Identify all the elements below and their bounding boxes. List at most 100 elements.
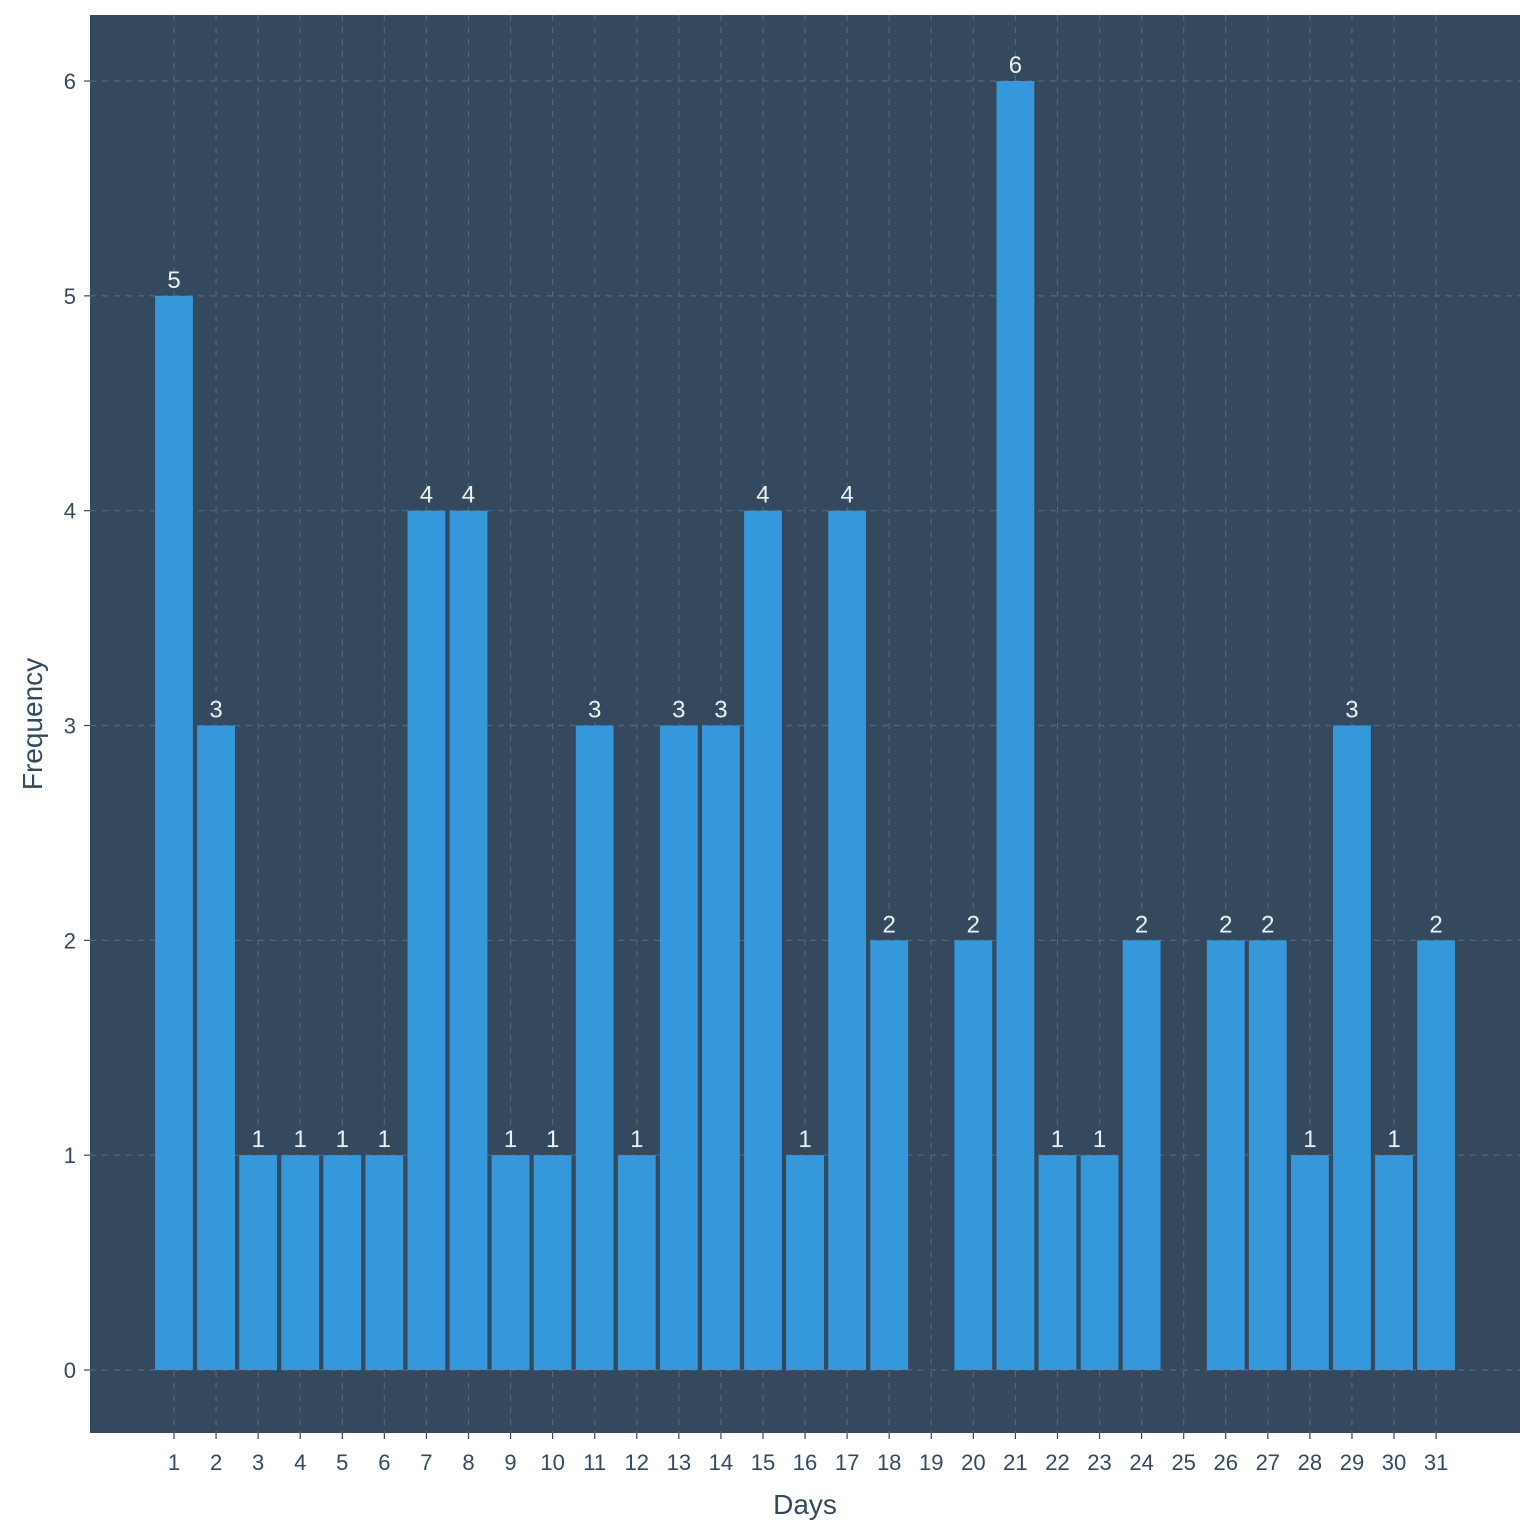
bar xyxy=(491,1155,530,1370)
bar xyxy=(1122,940,1161,1370)
x-tick-label: 5 xyxy=(336,1450,348,1475)
x-tick-label: 1 xyxy=(168,1450,180,1475)
bar xyxy=(954,940,993,1370)
x-tick-label: 6 xyxy=(378,1450,390,1475)
data-label: 6 xyxy=(1009,52,1022,79)
bar xyxy=(1290,1155,1329,1370)
x-tick-label: 22 xyxy=(1045,1450,1069,1475)
x-tick-label: 7 xyxy=(420,1450,432,1475)
x-tick-label: 10 xyxy=(540,1450,564,1475)
x-tick-label: 30 xyxy=(1382,1450,1406,1475)
data-label: 2 xyxy=(1429,911,1442,938)
data-label: 2 xyxy=(1219,911,1232,938)
x-tick-label: 13 xyxy=(667,1450,691,1475)
bar xyxy=(744,510,782,1370)
data-label: 2 xyxy=(1135,911,1148,938)
x-axis: 1 2 3 4 5 6 7 8 9 10 11 12 13 14 15 16 17 18 19 20 21 22 23 24 2… xyxy=(168,1433,1448,1475)
x-tick-label: 23 xyxy=(1087,1450,1111,1475)
data-label: 5 xyxy=(167,267,180,294)
bar xyxy=(1333,725,1371,1370)
data-label: 1 xyxy=(1387,1126,1400,1153)
bar xyxy=(996,81,1035,1370)
y-tick-label: 2 xyxy=(64,928,76,953)
bar xyxy=(1375,1155,1413,1370)
data-labels: 5 3 1 1 1 1 4 4 1 1 3 1 3 3 4 1 4 2 2 6 1 1 2 2 2 1 3 1 2 xyxy=(167,52,1442,1153)
data-label: 4 xyxy=(840,482,853,509)
bar xyxy=(828,510,867,1370)
bar xyxy=(1206,940,1245,1370)
bar xyxy=(870,940,909,1370)
bar xyxy=(281,1155,320,1370)
data-label: 1 xyxy=(251,1126,264,1153)
bar xyxy=(449,510,488,1370)
x-axis-title: Days xyxy=(773,1489,837,1520)
x-tick-label: 18 xyxy=(877,1450,901,1475)
y-tick-label: 6 xyxy=(64,69,76,94)
x-tick-label: 16 xyxy=(793,1450,817,1475)
data-label: 1 xyxy=(294,1126,307,1153)
data-label: 4 xyxy=(420,482,433,509)
bar xyxy=(533,1155,572,1370)
x-tick-label: 25 xyxy=(1171,1450,1195,1475)
x-tick-label: 27 xyxy=(1256,1450,1280,1475)
y-tick-label: 5 xyxy=(64,284,76,309)
data-label: 1 xyxy=(1051,1126,1064,1153)
x-tick-label: 3 xyxy=(252,1450,264,1475)
data-label: 1 xyxy=(1093,1126,1106,1153)
bar xyxy=(659,725,698,1370)
bar xyxy=(786,1155,824,1370)
y-axis: 0 1 2 3 4 5 6 xyxy=(64,69,90,1383)
bar xyxy=(1080,1155,1119,1370)
x-tick-label: 4 xyxy=(294,1450,306,1475)
bar xyxy=(617,1155,656,1370)
y-axis-title: Frequency xyxy=(17,658,48,790)
x-tick-label: 9 xyxy=(504,1450,516,1475)
data-label: 1 xyxy=(378,1126,391,1153)
bar xyxy=(1038,1155,1077,1370)
bar xyxy=(323,1155,362,1370)
bar xyxy=(155,295,193,1371)
data-label: 1 xyxy=(1303,1126,1316,1153)
data-label: 3 xyxy=(588,697,601,724)
data-label: 3 xyxy=(1345,697,1358,724)
x-tick-label: 24 xyxy=(1129,1450,1153,1475)
x-tick-label: 26 xyxy=(1214,1450,1238,1475)
x-tick-label: 12 xyxy=(625,1450,649,1475)
data-label: 4 xyxy=(462,482,475,509)
bar xyxy=(1417,940,1455,1370)
y-tick-label: 4 xyxy=(64,499,76,524)
data-label: 3 xyxy=(714,697,727,724)
x-tick-label: 17 xyxy=(835,1450,859,1475)
data-label: 1 xyxy=(630,1126,643,1153)
bars xyxy=(155,81,1455,1371)
bar xyxy=(197,725,235,1370)
x-tick-label: 29 xyxy=(1340,1450,1364,1475)
bar xyxy=(1248,940,1287,1370)
x-tick-label: 20 xyxy=(961,1450,985,1475)
x-tick-label: 11 xyxy=(583,1450,606,1475)
x-tick-label: 31 xyxy=(1424,1450,1448,1475)
y-tick-label: 0 xyxy=(64,1358,76,1383)
y-tick-label: 1 xyxy=(64,1143,76,1168)
bar xyxy=(407,510,446,1370)
x-tick-label: 14 xyxy=(709,1450,733,1475)
data-label: 1 xyxy=(504,1126,517,1153)
data-label: 1 xyxy=(336,1126,349,1153)
data-label: 2 xyxy=(1261,911,1274,938)
data-label: 3 xyxy=(672,697,685,724)
bar xyxy=(365,1155,404,1370)
x-tick-label: 8 xyxy=(462,1450,474,1475)
bar xyxy=(239,1155,278,1370)
data-label: 4 xyxy=(756,482,769,509)
x-tick-label: 19 xyxy=(919,1450,943,1475)
data-label: 3 xyxy=(209,697,222,724)
bar xyxy=(702,725,740,1370)
data-label: 1 xyxy=(798,1126,811,1153)
data-label: 2 xyxy=(967,911,980,938)
x-tick-label: 21 xyxy=(1003,1450,1027,1475)
bar xyxy=(575,725,614,1370)
x-tick-label: 2 xyxy=(210,1450,222,1475)
x-tick-label: 15 xyxy=(751,1450,775,1475)
data-label: 1 xyxy=(546,1126,559,1153)
